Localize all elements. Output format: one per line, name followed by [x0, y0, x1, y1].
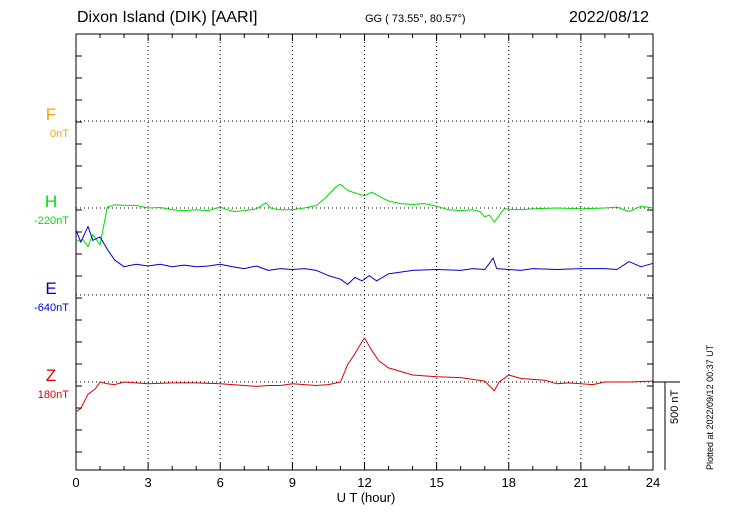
scale-bar — [653, 381, 680, 470]
plot-frame — [75, 33, 654, 471]
series-line-H — [75, 183, 654, 248]
channel-baseline-E: -640nT — [34, 302, 69, 314]
x-tick-label: 3 — [144, 475, 152, 490]
channel-baseline-Z: 180nT — [37, 389, 69, 401]
channel-baseline-F: 0nT — [50, 128, 69, 140]
station-coordinates: GG ( 73.55°, 80.57°) — [365, 13, 466, 25]
x-tick-label: 12 — [357, 475, 372, 490]
channel-label-Z: Z — [45, 366, 57, 385]
scale-bar-label: 500 nT — [669, 389, 681, 424]
plot-grid — [76, 34, 653, 470]
x-tick-label: 18 — [501, 475, 516, 490]
x-tick-label: 6 — [216, 475, 224, 490]
x-tick-label: 24 — [645, 475, 661, 490]
axis-ticks — [75, 34, 654, 470]
series-line-E — [75, 225, 654, 285]
channel-label-H: H — [44, 192, 58, 211]
series-line-Z — [75, 337, 654, 413]
plot-date: 2022/08/12 — [569, 9, 650, 26]
channel-label-E: E — [45, 279, 57, 298]
station-title: Dixon Island (DIK) [AARI] — [77, 9, 258, 26]
x-tick-label: 0 — [72, 475, 80, 490]
channel-label-F: F — [45, 105, 57, 124]
series-layer — [75, 183, 654, 413]
x-tick-label: 15 — [429, 475, 444, 490]
x-tick-label: 21 — [573, 475, 589, 490]
channel-baseline-H: -220nT — [34, 215, 69, 227]
x-axis-label: U T (hour) — [336, 490, 396, 505]
plotted-timestamp: Plotted at 2022/09/12 00:37 UT — [705, 344, 715, 470]
x-tick-label: 9 — [288, 475, 296, 490]
